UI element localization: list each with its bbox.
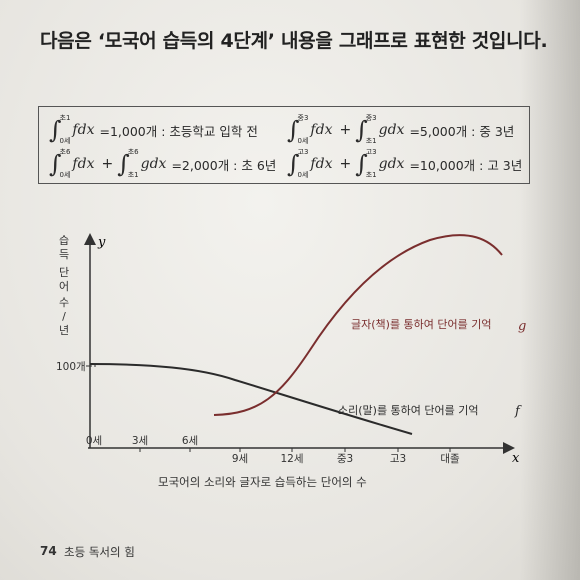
integrand: fdx xyxy=(72,122,95,138)
integral-sign: ∫ xyxy=(287,116,300,144)
upper-limit: 초6 xyxy=(127,148,139,156)
integral-sign: ∫ xyxy=(117,150,130,178)
formula-4: ∫ 고3 0세 fdx + ∫ 고3 초1 gdx =10,000개 : 고 3년 xyxy=(287,149,522,179)
formula-result: =2,000개 : 초 6년 xyxy=(171,157,277,173)
y-title-char: 습 xyxy=(59,234,69,247)
x-tick-label: 12세 xyxy=(280,453,303,465)
lower-limit: 초1 xyxy=(365,171,377,179)
integral-sign: ∫ xyxy=(49,116,62,144)
curve-f-label: 소리(말)를 통하여 단어를 기억 xyxy=(338,403,479,417)
integral-term: ∫ 초6 0세 fdx xyxy=(49,149,94,179)
x-tick-label: 0세 xyxy=(86,435,102,447)
y-axis-title: 습 득 단 어 수 / 년 xyxy=(59,234,69,337)
integrand: gdx xyxy=(378,122,405,138)
formula-1: ∫ 초1 0세 fdx =1,000개 : 초등학교 입학 전 xyxy=(49,115,258,145)
formula-result: =10,000개 : 고 3년 xyxy=(409,157,523,173)
integrand: gdx xyxy=(378,156,405,172)
y-title-char: 단 xyxy=(59,266,69,279)
upper-limit: 초6 xyxy=(59,148,71,156)
formula-result: =5,000개 : 중 3년 xyxy=(409,123,515,139)
upper-limit: 중3 xyxy=(297,114,309,122)
lower-limit: 0세 xyxy=(297,137,309,145)
integral-sign: ∫ xyxy=(355,150,368,178)
integral-term: ∫ 초1 0세 fdx xyxy=(49,115,94,145)
y-title-char: 년 xyxy=(59,324,69,337)
x-ticks: 0세 3세 6세 9세 12세 중3 고3 대졸 xyxy=(86,435,460,465)
formula-3: ∫ 초6 0세 fdx + ∫ 초6 초1 gdx =2,000개 : 초 6년 xyxy=(49,149,276,179)
integrand: fdx xyxy=(310,156,333,172)
plus-sign: + xyxy=(339,122,352,138)
y-axis-letter: y xyxy=(97,235,106,250)
plus-sign: + xyxy=(101,156,114,172)
integrand: fdx xyxy=(72,156,95,172)
plus-sign: + xyxy=(339,156,352,172)
integrand: fdx xyxy=(310,122,333,138)
x-tick-label: 중3 xyxy=(337,453,353,465)
x-axis-title: 모국어의 소리와 글자로 습득하는 단어의 수 xyxy=(158,475,367,489)
page-shadow xyxy=(520,0,580,580)
lower-limit: 초1 xyxy=(127,171,139,179)
integral-sign: ∫ xyxy=(287,150,300,178)
x-tick-label: 고3 xyxy=(390,453,406,465)
x-axis-letter: x xyxy=(512,451,520,466)
integral-sign: ∫ xyxy=(355,116,368,144)
integral-sign: ∫ xyxy=(49,150,62,178)
formula-2: ∫ 중3 0세 fdx + ∫ 중3 초1 gdx =5,000개 : 중 3년 xyxy=(287,115,514,145)
lower-limit: 0세 xyxy=(297,171,309,179)
page-number: 74 xyxy=(40,544,57,558)
curve-g-letter: g xyxy=(518,319,526,334)
upper-limit: 중3 xyxy=(365,114,377,122)
x-tick-label: 6세 xyxy=(182,435,198,447)
integral-term: ∫ 고3 0세 fdx xyxy=(287,149,332,179)
integral-term: ∫ 초6 초1 gdx xyxy=(117,149,166,179)
lower-limit: 0세 xyxy=(59,171,71,179)
question-heading: 다음은 ‘모국어 습득의 4단계’ 내용을 그래프로 표현한 것입니다. xyxy=(40,30,548,52)
y-title-char: 어 xyxy=(59,280,69,293)
x-tick-label: 9세 xyxy=(232,453,248,465)
curve-f-letter: f xyxy=(514,404,522,419)
x-tick-label: 대졸 xyxy=(440,453,460,465)
y-title-char: 수 xyxy=(59,296,69,309)
book-title: 초등 독서의 힘 xyxy=(64,545,135,559)
upper-limit: 고3 xyxy=(365,148,377,156)
upper-limit: 초1 xyxy=(59,114,71,122)
x-tick-label: 3세 xyxy=(132,435,148,447)
upper-limit: 고3 xyxy=(297,148,309,156)
curve-g xyxy=(213,234,503,416)
integral-term: ∫ 중3 초1 gdx xyxy=(355,115,404,145)
curve-g-label: 글자(책)를 통하여 단어를 기억 xyxy=(351,317,492,331)
integrand: gdx xyxy=(140,156,167,172)
y-tick-label: 100개 xyxy=(56,361,86,373)
y-title-char: 득 xyxy=(59,248,69,261)
y-title-char: / xyxy=(62,310,66,323)
lower-limit: 0세 xyxy=(59,137,71,145)
formula-result: =1,000개 : 초등학교 입학 전 xyxy=(99,123,258,139)
integral-term: ∫ 중3 0세 fdx xyxy=(287,115,332,145)
integral-term: ∫ 고3 초1 gdx xyxy=(355,149,404,179)
formula-box: ∫ 초1 0세 fdx =1,000개 : 초등학교 입학 전 ∫ 중3 0세 fd… xyxy=(38,106,530,184)
lower-limit: 초1 xyxy=(365,137,377,145)
curve-f xyxy=(89,363,413,435)
